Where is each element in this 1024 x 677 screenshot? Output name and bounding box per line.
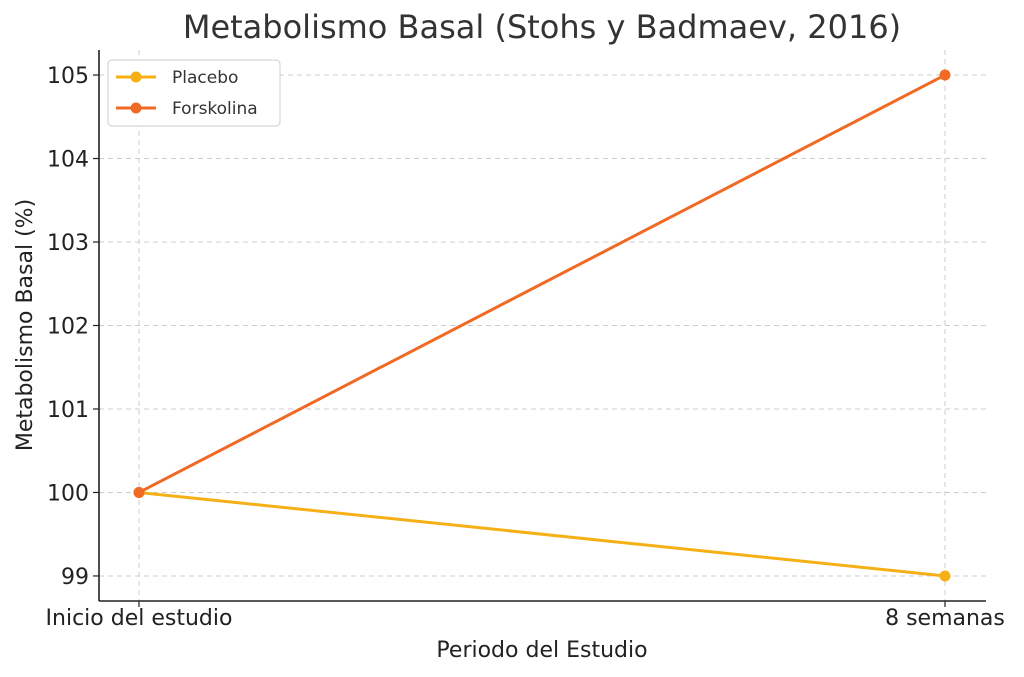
legend-swatch-marker <box>130 102 142 114</box>
legend-swatch-marker <box>130 71 142 83</box>
data-point-forskolina <box>939 69 951 81</box>
x-axis-label: Periodo del Estudio <box>436 638 647 663</box>
y-tick-label: 105 <box>47 64 89 89</box>
series-lines <box>133 69 951 582</box>
legend-label: Placebo <box>172 68 238 88</box>
x-tick-label: 8 semanas <box>885 606 1005 631</box>
axes <box>93 50 986 607</box>
y-tick-label: 102 <box>47 315 89 340</box>
tick-labels: 99 100 101 102 103 104 105 Inicio del estudio 8 … <box>46 64 1005 631</box>
data-point-placebo <box>939 570 951 582</box>
series-line-forskolina <box>138 73 946 494</box>
x-tick-label: Inicio del estudio <box>46 606 233 631</box>
y-tick-label: 103 <box>47 231 89 256</box>
y-tick-label: 99 <box>61 565 89 590</box>
y-tick-label: 101 <box>47 398 89 423</box>
y-axis-label: Metabolismo Basal (%) <box>13 199 38 451</box>
data-point-forskolina <box>133 486 145 498</box>
legend-label: Forskolina <box>172 99 258 119</box>
legend: Placebo Forskolina <box>107 59 281 127</box>
y-tick-label: 100 <box>47 481 89 506</box>
grid-lines <box>99 50 986 601</box>
chart-title: Metabolismo Basal (Stohs y Badmaev, 2016… <box>183 8 901 46</box>
y-tick-label: 104 <box>47 148 89 173</box>
series-line-placebo <box>138 490 946 578</box>
